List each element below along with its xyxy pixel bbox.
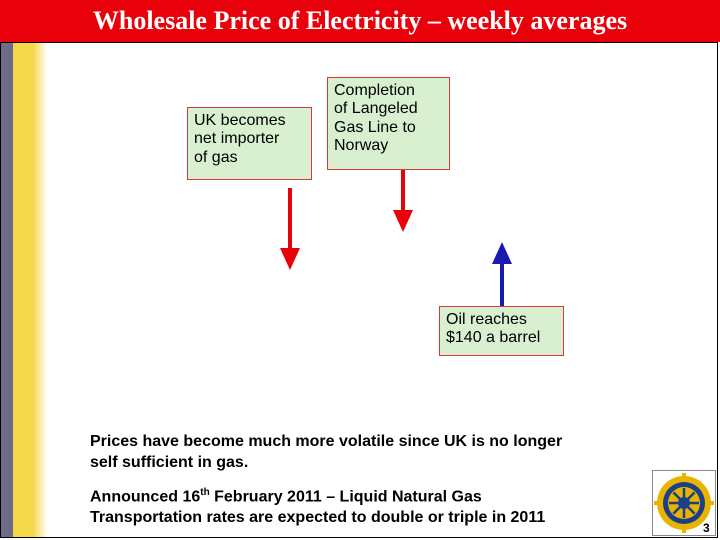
body-line: Prices have become much more volatile si… [90, 433, 563, 450]
body-line: Transportation rates are expected to dou… [90, 509, 546, 527]
body-paragraph-lng: Announced 16th February 2011 – Liquid Na… [90, 486, 545, 529]
callout-line: $140 a barrel [446, 329, 541, 347]
text-run: Announced 16 [90, 488, 201, 506]
callout-line: net importer [194, 130, 280, 148]
callout-line: of gas [194, 148, 238, 166]
slide-title: Wholesale Price of Electricity – weekly … [92, 6, 628, 35]
callout-line: UK becomes [194, 112, 286, 129]
title-bar: Wholesale Price of Electricity – weekly … [0, 0, 720, 42]
arrow-down-icon [393, 170, 413, 232]
callout-line: of Langeled [334, 100, 418, 118]
callout-langeled-gas-line: Completion of Langeled Gas Line to Norwa… [327, 77, 450, 170]
callout-line: Oil reaches [446, 311, 527, 328]
superscript: th [200, 487, 210, 498]
rotary-wheel-icon [654, 473, 714, 533]
arrow-up-icon [492, 242, 512, 306]
callout-uk-net-importer: UK becomes net importer of gas [187, 107, 312, 180]
text-run: February 2011 – Liquid Natural Gas [209, 488, 482, 506]
callout-line: Gas Line to [334, 118, 416, 136]
callout-oil-140: Oil reaches $140 a barrel [439, 306, 564, 356]
decorative-stripe [1, 43, 47, 537]
body-paragraph-volatility: Prices have become much more volatile si… [90, 432, 562, 474]
rotary-logo [652, 470, 716, 536]
callout-line: Completion [334, 82, 415, 99]
page-number: 3 [703, 521, 710, 535]
body-line: self sufficient in gas. [90, 453, 249, 471]
slide-frame [0, 42, 718, 538]
body-line: Announced 16th February 2011 – Liquid Na… [90, 486, 545, 508]
callout-line: Norway [334, 137, 389, 155]
arrow-down-icon [280, 188, 300, 270]
